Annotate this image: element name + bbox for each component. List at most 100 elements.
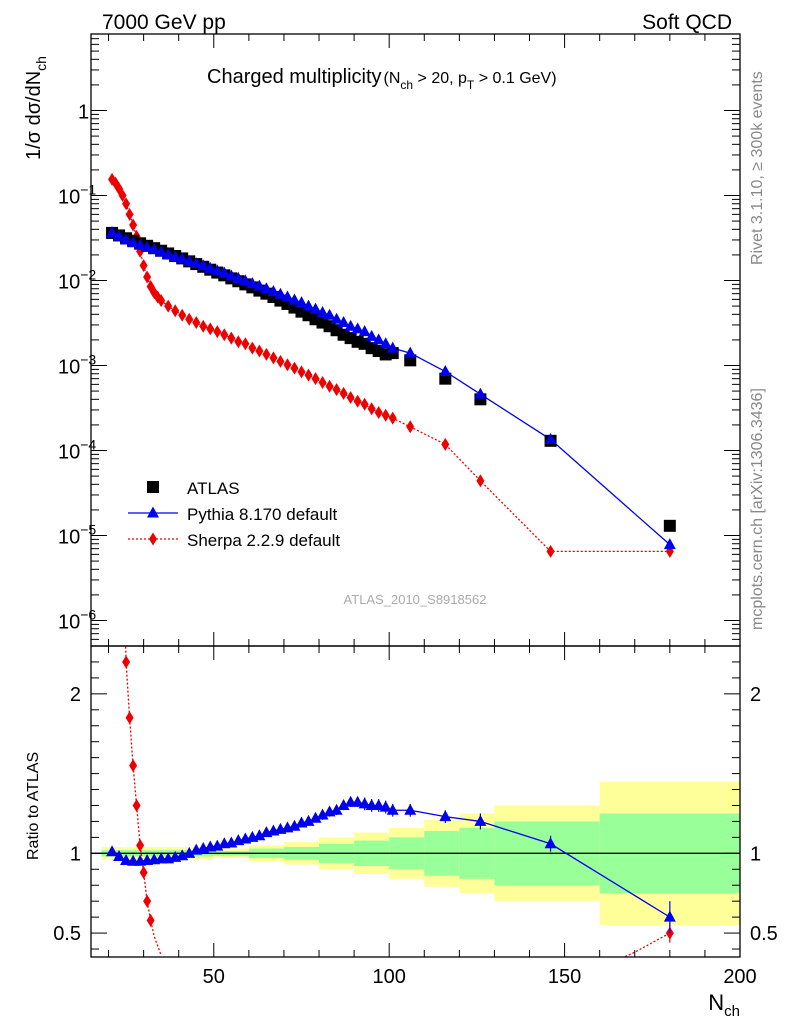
sherpa-point [318,376,327,390]
sherpa-point [255,344,264,358]
sherpa-point [546,544,555,558]
pythia-ratio-point [309,811,322,823]
pythia-ratio-point [253,829,266,841]
pythia-point [106,226,119,238]
pythia-ratio-point [372,798,385,810]
rivet-label: Rivet 3.1.10, ≥ 300k events [749,71,766,265]
pythia-ratio-point [288,819,301,831]
pythia-point [141,240,154,252]
pythia-ratio-point [386,803,399,815]
pythia-point [404,346,417,358]
pythia-point [274,287,287,299]
ratio-y-tick-label-right: 2 [750,684,761,706]
pythia-ratio-point [302,814,315,826]
sherpa-point [227,331,236,345]
ratio-y-tick-label-left: 0.5 [53,923,81,945]
sherpa-point [304,368,313,382]
ratio-plot-panel: 50 100 150 200 0.5 0.5 1 1 2 2 Ratio to ATLAS Nch [25,536,778,1020]
sherpa-ratio-line [124,646,162,956]
sherpa-point [178,308,187,322]
pythia-point [295,296,308,308]
pythia-point [379,337,392,349]
pythia-point [323,308,336,320]
sherpa-point [374,405,383,419]
sherpa-point [406,420,415,434]
legend-atlas-label: ATLAS [187,479,240,498]
pythia-point [232,271,245,283]
sherpa-ratio-point [119,536,127,549]
pythia-ratio-point [404,803,417,815]
pythia-ratio-point [358,797,371,809]
analysis-watermark: ATLAS_2010_S8918562 [344,592,487,607]
sherpa-point [122,197,131,211]
sherpa-point [297,365,306,379]
sherpa-point [118,189,127,202]
ratio-y-tick-label-right: 0.5 [750,923,778,945]
pythia-point [288,293,301,305]
sherpa-point [129,218,138,232]
pythia-ratio-point [316,808,329,820]
pythia-point [120,233,133,245]
legend-sherpa-label: Sherpa 2.2.9 default [187,531,340,550]
pythia-point [372,333,385,345]
pythia-point [351,322,364,334]
ratio-plot-frame [90,645,741,958]
main-plot-panel: 10−6 10−5 10−4 10−3 10−2 10−1 1 Charged multip… [23,33,741,647]
pythia-point [344,319,357,331]
sherpa-point [353,394,362,408]
sherpa-point [346,391,355,405]
sherpa-ratio-point [125,711,134,725]
sherpa-point [157,294,166,308]
pythia-point [309,302,322,314]
sherpa-ratio-point [143,894,152,908]
pythia-point [260,282,273,294]
top-y-tick-label: 10−4 [58,437,96,464]
sherpa-point [199,319,208,333]
pythia-point [113,229,126,241]
header-right: Soft QCD [642,11,732,34]
ratio-y-tick-label-left: 1 [70,843,81,865]
sherpa-ratio-line-tail [622,932,671,957]
sherpa-point [192,316,201,330]
sherpa-point [388,411,397,425]
pythia-point [302,299,315,311]
legend-sherpa-marker [149,532,157,546]
sherpa-point [360,397,369,411]
sherpa-point [381,408,390,422]
pythia-point [253,279,266,291]
pythia-point [204,261,217,273]
pythia-point [176,252,189,264]
pythia-point [281,290,294,302]
sherpa-point [262,347,271,361]
ratio-y-label: Ratio to ATLAS [25,752,42,860]
pythia-ratio-point [351,795,364,807]
pythia-point [246,277,259,289]
pythia-point [148,243,161,255]
sherpa-point [290,361,299,375]
sherpa-point [164,299,173,313]
legend-atlas-marker [147,481,159,493]
sherpa-point [311,372,320,386]
pythia-point [663,538,676,550]
top-y-tick-label: 10−1 [58,182,96,209]
sherpa-point [276,354,285,368]
pythia-point [386,341,399,353]
pythia-point [439,364,452,376]
pythia-point [134,238,147,250]
pythia-ratio-point [106,845,119,857]
ratio-x-tick-label: 100 [373,966,406,988]
legend: ATLAS Pythia 8.170 default Sherpa 2.2.9 de… [128,479,340,550]
sherpa-ratio-point [136,838,145,852]
mcplots-label: mcplots.cern.ch [arXiv:1306.3436] [749,388,766,630]
header-left: 7000 GeV pp [102,11,226,34]
pythia-ratio-point [379,800,392,812]
sherpa-point [139,259,148,273]
ratio-y-tick-label-right: 1 [750,843,761,865]
pythia-point [211,264,224,276]
sherpa-point [213,325,222,339]
pythia-point [330,312,343,324]
ratio-x-tick-label: 150 [548,966,581,988]
y-axis-label: 1/σ dσ/dNch [23,56,49,160]
pythia-point [365,329,378,341]
